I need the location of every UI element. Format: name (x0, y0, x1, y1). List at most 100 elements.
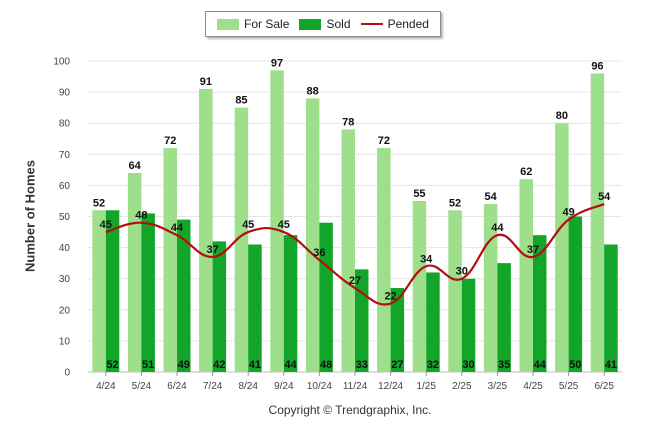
data-label-sold: 41 (605, 359, 617, 371)
bar-for-sale (590, 73, 605, 372)
bar-sold (426, 272, 440, 372)
y-tick-label: 70 (59, 150, 71, 161)
y-tick-label: 30 (59, 274, 71, 285)
x-tick-label: 5/25 (559, 381, 579, 392)
data-label-sold: 35 (498, 359, 510, 371)
bar-sold (105, 210, 120, 372)
data-label-for-sale: 85 (235, 95, 247, 107)
data-label-for-sale: 72 (164, 135, 176, 147)
chart-legend: For Sale Sold Pended (205, 11, 441, 37)
x-tick-label: 9/24 (274, 381, 294, 392)
data-label-sold: 44 (284, 359, 297, 371)
bar-for-sale (199, 88, 213, 373)
y-tick-label: 80 (59, 119, 71, 130)
bar-sold (533, 235, 547, 372)
y-tick-label: 90 (59, 88, 71, 99)
legend-swatch-sold (299, 18, 322, 30)
x-tick-label: 8/24 (238, 381, 258, 392)
y-tick-label: 50 (59, 212, 71, 223)
bar-for-sale (163, 148, 177, 372)
line-pended (105, 203, 605, 306)
bar-for-sale (270, 70, 284, 372)
bar-sold (604, 244, 618, 372)
y-axis-label: Number of Homes (22, 160, 38, 272)
bar-for-sale (377, 148, 391, 372)
data-label-pended: 44 (491, 222, 504, 234)
data-label-pended: 36 (313, 247, 325, 259)
data-label-for-sale: 96 (591, 60, 603, 72)
legend-swatch-for-sale (217, 18, 240, 30)
data-label-for-sale: 52 (449, 197, 461, 209)
legend-item-pended[interactable]: Pended (360, 17, 429, 31)
bar-for-sale (341, 129, 355, 372)
y-tick-label: 10 (59, 336, 71, 347)
bar-for-sale (519, 179, 533, 372)
data-label-pended: 37 (206, 244, 218, 256)
data-label-pended: 54 (598, 191, 611, 203)
x-tick-label: 4/24 (96, 381, 116, 392)
legend-label-pended: Pended (387, 17, 429, 31)
data-label-sold: 30 (462, 359, 474, 371)
data-label-for-sale: 91 (200, 76, 212, 88)
y-tick-label: 40 (59, 243, 71, 254)
bar-sold (390, 288, 405, 372)
bar-for-sale (483, 204, 498, 372)
data-label-pended: 45 (242, 219, 254, 231)
data-label-for-sale: 88 (307, 85, 319, 97)
data-label-for-sale: 78 (342, 116, 354, 128)
data-label-for-sale: 80 (556, 110, 568, 122)
x-tick-label: 2/25 (452, 381, 472, 392)
data-label-pended: 22 (384, 291, 396, 303)
legend-swatch-pended (360, 23, 383, 25)
copyright-text: Copyright © Trendgraphix, Inc. (268, 403, 432, 417)
data-label-for-sale: 52 (93, 197, 105, 209)
bar-sold (212, 241, 227, 372)
bar-for-sale (555, 123, 569, 372)
y-tick-label: 0 (64, 368, 70, 379)
y-tick-label: 60 (59, 181, 71, 192)
data-label-for-sale: 64 (129, 160, 142, 172)
x-tick-label: 3/25 (488, 381, 508, 392)
x-tick-label: 1/25 (416, 381, 436, 392)
data-label-sold: 48 (320, 359, 332, 371)
data-label-pended: 45 (100, 219, 112, 231)
bar-for-sale (234, 107, 249, 373)
data-label-pended: 27 (349, 275, 361, 287)
data-label-pended: 45 (278, 219, 290, 231)
data-label-for-sale: 54 (485, 191, 498, 203)
x-tick-label: 12/24 (378, 381, 403, 392)
bar-for-sale (92, 210, 106, 372)
legend-item-sold[interactable]: Sold (299, 17, 351, 31)
data-label-sold: 52 (106, 359, 118, 371)
x-tick-label: 5/24 (132, 381, 152, 392)
data-label-pended: 44 (171, 222, 184, 234)
data-label-sold: 41 (249, 359, 261, 371)
bar-sold (141, 213, 155, 372)
data-label-pended: 48 (135, 210, 147, 222)
legend-label-sold: Sold (326, 17, 351, 31)
data-label-sold: 42 (213, 359, 225, 371)
bar-sold (319, 222, 333, 372)
bar-sold (283, 235, 298, 372)
data-label-pended: 49 (562, 207, 574, 219)
data-label-pended: 30 (456, 266, 468, 278)
legend-label-for-sale: For Sale (244, 17, 290, 31)
data-label-for-sale: 55 (413, 188, 425, 200)
bar-sold (568, 216, 583, 372)
data-label-sold: 51 (142, 359, 154, 371)
x-tick-label: 10/24 (307, 381, 332, 392)
data-label-for-sale: 97 (271, 57, 283, 69)
x-tick-label: 6/24 (167, 381, 187, 392)
data-label-sold: 49 (178, 359, 190, 371)
bar-for-sale (448, 210, 462, 372)
x-tick-label: 11/24 (343, 381, 368, 392)
x-tick-label: 4/25 (523, 381, 543, 392)
legend-item-for-sale[interactable]: For Sale (217, 17, 289, 31)
data-label-sold: 27 (391, 359, 403, 371)
bar-for-sale (412, 200, 427, 372)
data-label-sold: 44 (534, 359, 547, 371)
bar-sold (248, 244, 262, 372)
data-label-sold: 33 (356, 359, 368, 371)
bar-for-sale (305, 98, 320, 372)
